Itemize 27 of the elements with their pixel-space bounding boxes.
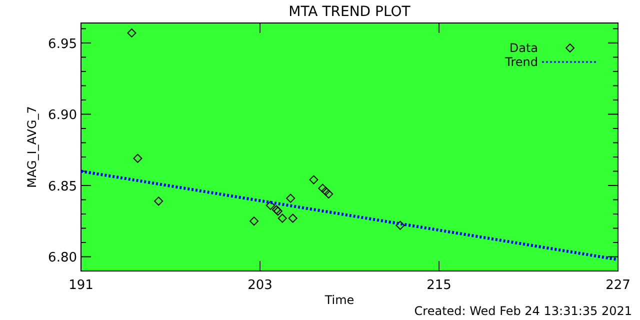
y-axis-title: MAG_I_AVG_7 [25, 106, 39, 188]
y-tick-label: 6.80 [48, 250, 77, 266]
y-tick-label: 6.85 [48, 179, 77, 194]
point [278, 214, 287, 223]
legend-label: Trend [504, 55, 538, 69]
point [318, 184, 328, 193]
point [309, 175, 318, 184]
point [286, 194, 296, 203]
point [288, 214, 298, 223]
point [324, 190, 334, 199]
x-tick-label: 227 [606, 278, 630, 293]
legend-label: Data [509, 41, 538, 55]
x-axis-title: Time [324, 293, 354, 307]
point [321, 186, 330, 196]
point [266, 200, 275, 210]
chart-title: MTA TREND PLOT [288, 4, 411, 20]
x-tick-label: 203 [248, 278, 272, 293]
text: Created: Wed Feb 24 13:31:35 2021 [414, 304, 632, 318]
x-tick-label: 191 [68, 278, 94, 293]
point [127, 28, 136, 38]
point [154, 196, 164, 206]
y-tick-label: 6.90 [48, 108, 77, 124]
y-tick-label: 6.95 [48, 36, 77, 52]
x-tick-label: 215 [426, 278, 452, 293]
point [396, 220, 405, 230]
point [133, 154, 142, 163]
point [250, 216, 259, 226]
